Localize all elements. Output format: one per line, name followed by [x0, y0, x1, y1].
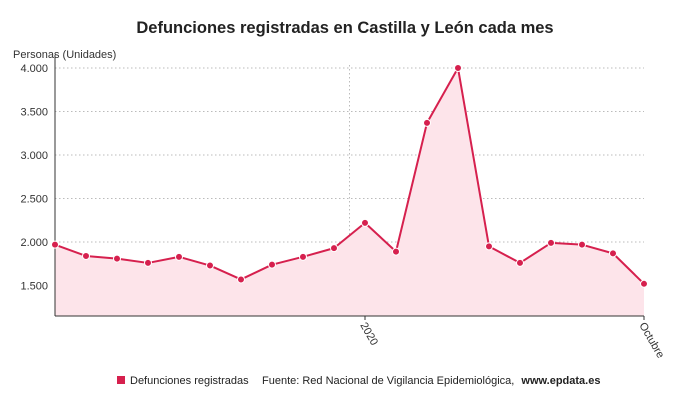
data-point: [175, 252, 183, 261]
y-tick-label: 2.500: [20, 194, 48, 206]
data-point: [423, 118, 431, 127]
data-point: [82, 251, 90, 260]
chart-footer: Defunciones registradas Fuente: Red Naci…: [117, 375, 600, 387]
y-tick-label: 3.500: [20, 107, 48, 119]
data-point: [51, 240, 59, 249]
source-prefix: Fuente: Red Nacional de Vigilancia Epide…: [262, 375, 514, 387]
y-tick-label: 1.500: [20, 281, 48, 293]
data-point: [392, 247, 400, 256]
chart-title: Defunciones registradas en Castilla y Le…: [136, 19, 553, 37]
area-fill: [55, 68, 644, 316]
data-point: [516, 258, 524, 267]
data-point: [640, 279, 648, 288]
legend-swatch: [117, 376, 125, 384]
y-tick-label: 4.000: [20, 63, 48, 75]
data-point: [237, 275, 245, 284]
data-point: [206, 261, 214, 270]
legend-label: Defunciones registradas: [130, 375, 249, 387]
data-point: [330, 244, 338, 253]
source-site: www.epdata.es: [520, 375, 600, 387]
series-polyline: [54, 67, 645, 285]
y-tick-label: 2.000: [20, 237, 48, 249]
y-axis-label: Personas (Unidades): [13, 49, 116, 61]
data-point: [485, 242, 493, 251]
x-tick-label: 2020: [357, 321, 380, 348]
data-point: [268, 260, 276, 269]
x-tick-label: Octubre: [636, 321, 666, 361]
data-point: [609, 249, 617, 258]
data-points: [51, 64, 648, 288]
x-tick-labels: 2020 Octubre: [357, 316, 666, 360]
data-point: [578, 240, 586, 249]
source-note: Fuente: Red Nacional de Vigilancia Epide…: [262, 375, 600, 387]
axes: [54, 55, 644, 317]
data-point: [144, 258, 152, 267]
data-point: [361, 218, 369, 227]
area-path: [55, 68, 644, 316]
data-point: [547, 238, 555, 247]
data-point: [113, 254, 121, 263]
y-tick-label: 3.000: [20, 150, 48, 162]
data-point: [454, 64, 462, 73]
data-point: [299, 252, 307, 261]
series-line: [54, 67, 645, 285]
y-tick-labels: 1.500 2.000 2.500 3.000 3.500 4.000: [20, 63, 48, 292]
